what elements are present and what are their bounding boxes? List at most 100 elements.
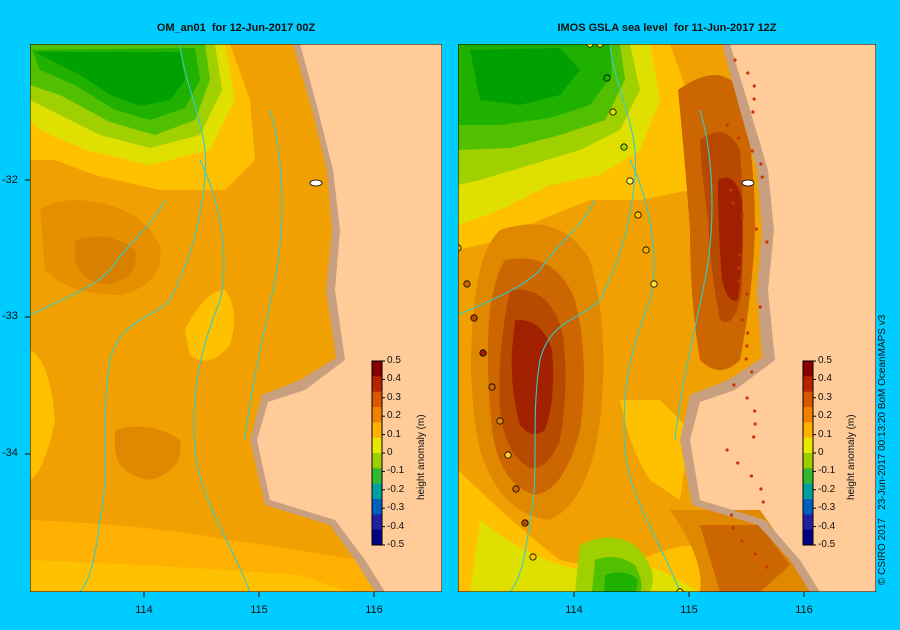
colorbar-band <box>803 361 813 377</box>
axis-ticks <box>25 179 805 597</box>
observation-dot <box>479 349 487 357</box>
track-dot <box>751 110 755 114</box>
track-dot <box>750 149 754 153</box>
right-island <box>741 179 755 187</box>
colorbar-band <box>372 468 382 485</box>
observation-dot <box>650 280 658 288</box>
colorbar-band <box>372 391 382 408</box>
track-dot <box>729 513 734 517</box>
left-lon-label-116: 116 <box>365 604 383 616</box>
observation-dot <box>603 74 611 82</box>
lat-label-32: -32 <box>2 174 18 186</box>
right-lon-label-116: 116 <box>795 604 813 616</box>
right-panel-title: IMOS GSLA sea level for 11-Jun-2017 12Z <box>557 22 777 34</box>
track-dot <box>753 552 757 556</box>
colorbar-tick-label: -0.2 <box>818 483 836 495</box>
track-dot <box>729 188 733 192</box>
colorbar-band <box>372 483 382 500</box>
colorbar-band <box>803 529 813 546</box>
right-ocean-field <box>458 44 815 592</box>
observation-dot <box>504 451 512 459</box>
colorbar-band <box>372 453 382 469</box>
track-dot <box>765 240 769 244</box>
track-dot <box>746 71 750 75</box>
colorbar-tick-label: -0.5 <box>818 539 836 550</box>
track-dot <box>736 461 740 465</box>
colorbar-band <box>803 499 813 515</box>
left-colorbar-title: height anomaly (m) <box>416 414 427 500</box>
track-dot <box>741 214 745 218</box>
track-dot <box>765 565 769 569</box>
colorbar-band <box>372 499 382 515</box>
colorbar-band <box>372 422 382 439</box>
track-dot <box>752 97 756 101</box>
left-lon-label-114: 114 <box>135 604 153 616</box>
observation-dot <box>609 108 617 116</box>
colorbar-band <box>803 422 813 439</box>
left-panel-title: OM_an01 for 12-Jun-2017 00Z <box>156 22 316 34</box>
right-contours <box>458 44 713 592</box>
observation-dot <box>463 280 471 288</box>
colorbar-tick-label: 0.3 <box>818 391 832 403</box>
colorbar-band <box>803 468 813 485</box>
observation-dot <box>642 246 650 254</box>
colorbar-tick-label: -0.3 <box>818 502 836 514</box>
colorbar-tick-label: 0.1 <box>387 428 401 440</box>
left-island <box>309 179 323 187</box>
track-dot <box>759 487 763 491</box>
colorbar-tick-label: 0.1 <box>818 428 832 440</box>
colorbar-band <box>372 514 382 531</box>
observation-dot <box>596 44 604 48</box>
colorbar-tick-label: 0 <box>818 447 824 458</box>
observation-dot <box>620 143 628 151</box>
colorbar-tick-label: 0.5 <box>387 355 401 366</box>
track-dot <box>761 500 765 504</box>
track-dot <box>753 422 757 426</box>
track-dot <box>745 292 749 296</box>
right-colorbar <box>802 360 816 546</box>
right-lon-label-115: 115 <box>680 604 698 616</box>
colorbar-tick-label: 0.2 <box>387 410 401 422</box>
observation-dot <box>586 44 594 48</box>
colorbar-tick-label: 0.4 <box>387 373 401 385</box>
colorbar-band <box>372 407 382 423</box>
left-contours <box>30 44 283 592</box>
right-lon-label-114: 114 <box>565 604 583 616</box>
track-dot <box>753 409 757 413</box>
colorbar-tick-label: 0.4 <box>818 373 832 385</box>
left-colorbar <box>371 360 385 546</box>
colorbar-tick-label: 0.2 <box>818 410 832 422</box>
track-dot <box>745 344 749 348</box>
observation-dot <box>470 314 478 322</box>
observation-dot <box>458 244 462 252</box>
colorbar-tick-label: -0.2 <box>387 483 405 495</box>
observation-dot <box>634 211 642 219</box>
colorbar-tick-label: 0.3 <box>387 391 401 403</box>
track-dot <box>731 201 735 205</box>
track-dot <box>744 357 748 361</box>
track-dot <box>746 331 750 335</box>
colorbar-tick-label: 0 <box>387 447 393 458</box>
track-dot <box>750 370 754 374</box>
left-ocean-field <box>30 44 380 592</box>
colorbar-band <box>803 514 813 531</box>
track-dot <box>752 84 756 88</box>
track-dot <box>752 435 756 439</box>
track-dot <box>737 279 741 283</box>
colorbar-tick-label: 0.5 <box>818 355 832 366</box>
track-dot <box>732 383 736 387</box>
right-observation-dots <box>458 44 769 592</box>
colorbar-band <box>803 453 813 469</box>
track-dot <box>740 539 744 543</box>
observation-dot <box>488 383 496 391</box>
colorbar-band <box>803 376 813 393</box>
credit-text: © CSIRO 2017 23-Jun-2017 00:13:20 BoM Oc… <box>877 314 888 585</box>
colorbar-tick-label: -0.4 <box>387 520 405 532</box>
track-dot <box>737 136 741 140</box>
colorbar-tick-label: -0.1 <box>387 465 405 477</box>
right-map <box>458 44 876 592</box>
track-dot <box>759 162 763 166</box>
colorbar-band <box>372 361 382 377</box>
track-dot <box>737 266 741 270</box>
